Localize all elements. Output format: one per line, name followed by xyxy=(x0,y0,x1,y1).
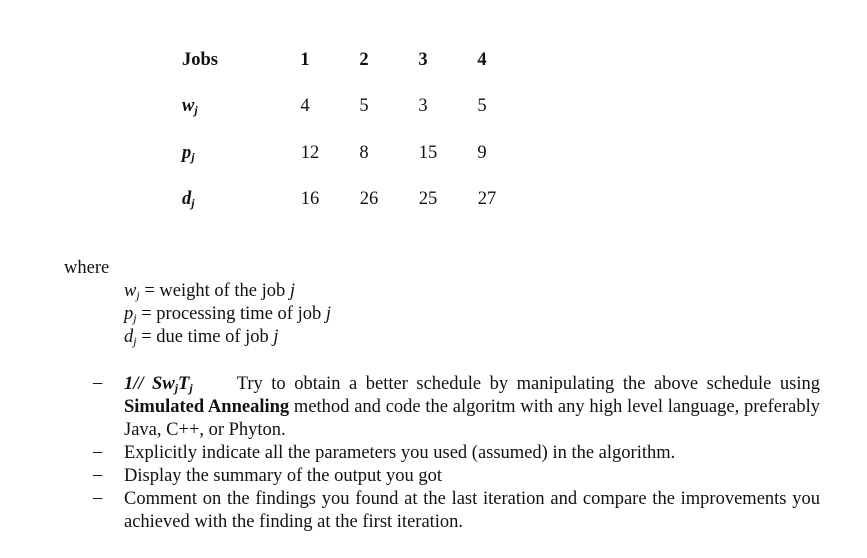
definition-d: dj = due time of job j xyxy=(124,327,279,348)
table-header-col: 4 xyxy=(477,50,487,70)
row-label-p: pj xyxy=(182,143,195,164)
table-cell: 12 xyxy=(300,143,320,163)
table-cell: 9 xyxy=(477,143,487,163)
row-label-w: wj xyxy=(182,96,198,117)
bullet-item-4: Comment on the findings you found at the… xyxy=(124,489,820,532)
definition-p: pj = processing time of job j xyxy=(124,304,331,325)
table-cell: 26 xyxy=(359,189,379,209)
row-label-d: dj xyxy=(182,189,195,210)
table-header-col: 3 xyxy=(418,50,428,70)
table-cell: 5 xyxy=(477,96,487,116)
bullet-dash: – xyxy=(93,373,103,393)
table-header-col: 2 xyxy=(359,50,369,70)
bullet-dash: – xyxy=(93,488,103,508)
table-header-jobs: Jobs xyxy=(182,50,218,70)
bullet-item-3: Display the summary of the output you go… xyxy=(124,466,443,486)
definition-w: wj = weight of the job j xyxy=(124,281,296,302)
table-cell: 8 xyxy=(359,143,369,163)
problem-notation: 1// SwjTj xyxy=(124,374,193,395)
table-cell: 25 xyxy=(418,189,438,209)
table-cell: 3 xyxy=(418,96,428,116)
table-cell: 5 xyxy=(359,96,369,116)
table-cell: 27 xyxy=(477,189,497,209)
table-cell: 15 xyxy=(418,143,438,163)
table-header-col: 1 xyxy=(300,50,310,70)
table-cell: 16 xyxy=(300,189,320,209)
table-cell: 4 xyxy=(300,96,310,116)
bullet-dash: – xyxy=(93,442,103,462)
bullet-item-2: Explicitly indicate all the parameters y… xyxy=(124,443,676,463)
bullet-item-1: 1// SwjTj Try to obtain a better schedule… xyxy=(124,374,820,440)
bullet-dash: – xyxy=(93,465,103,485)
where-label: where xyxy=(64,258,110,278)
